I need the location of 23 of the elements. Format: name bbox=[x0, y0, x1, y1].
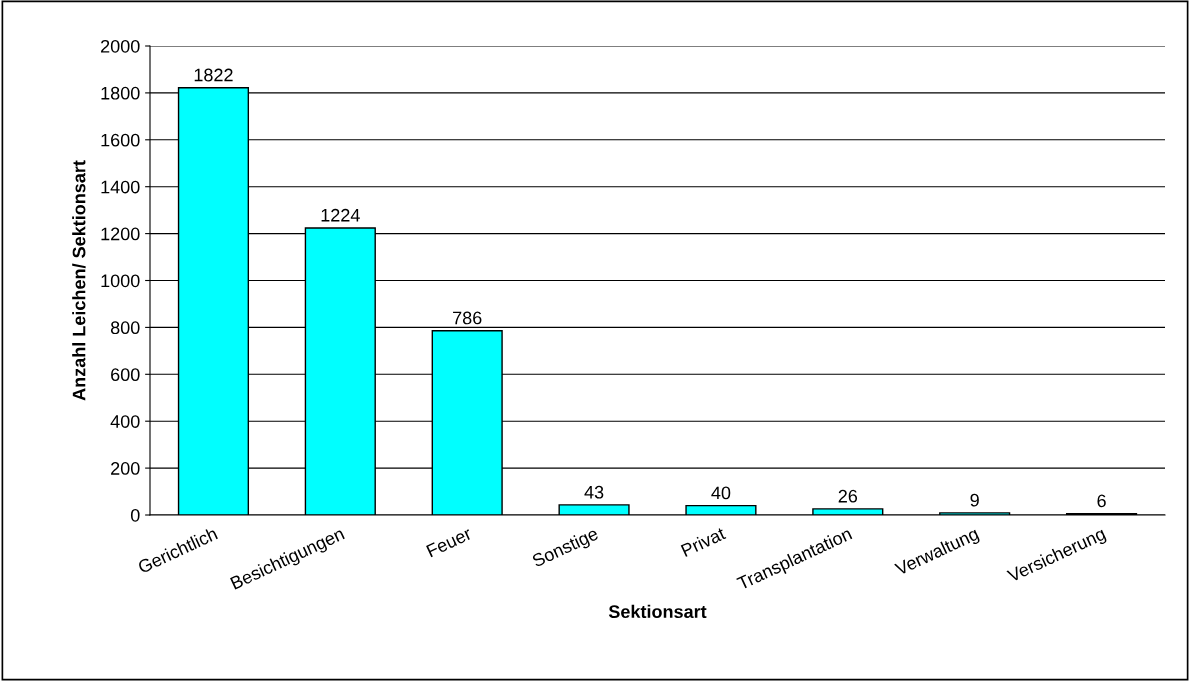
x-tick-label: Feuer bbox=[426, 526, 473, 558]
data-label: 40 bbox=[711, 486, 731, 500]
y-tick-label: 1800 bbox=[101, 86, 140, 100]
data-label: 786 bbox=[453, 311, 482, 325]
y-tick-label: 1600 bbox=[101, 133, 140, 147]
y-tick-label: 800 bbox=[110, 321, 140, 335]
data-label: 43 bbox=[584, 485, 604, 499]
x-axis-title: Sektionsart bbox=[608, 604, 707, 619]
data-label: 6 bbox=[1097, 494, 1106, 508]
y-tick-label: 400 bbox=[110, 415, 140, 428]
y-tick-label: 1400 bbox=[101, 180, 140, 194]
y-tick-label: 2000 bbox=[101, 39, 140, 53]
y-tick-label: 200 bbox=[111, 462, 140, 475]
data-label: 9 bbox=[970, 493, 979, 507]
data-label: 26 bbox=[838, 489, 858, 503]
y-tick-label: 600 bbox=[111, 368, 140, 382]
y-tick-label: 0 bbox=[130, 508, 140, 522]
y-axis-title: Anzahl Leichen/ Sektionsart bbox=[72, 160, 86, 401]
y-tick-label: 1200 bbox=[101, 227, 140, 241]
data-label: 1822 bbox=[194, 68, 233, 82]
data-label: 1224 bbox=[321, 208, 360, 222]
y-tick-label: 1000 bbox=[101, 274, 140, 288]
x-tick-label: Privat bbox=[680, 526, 727, 558]
